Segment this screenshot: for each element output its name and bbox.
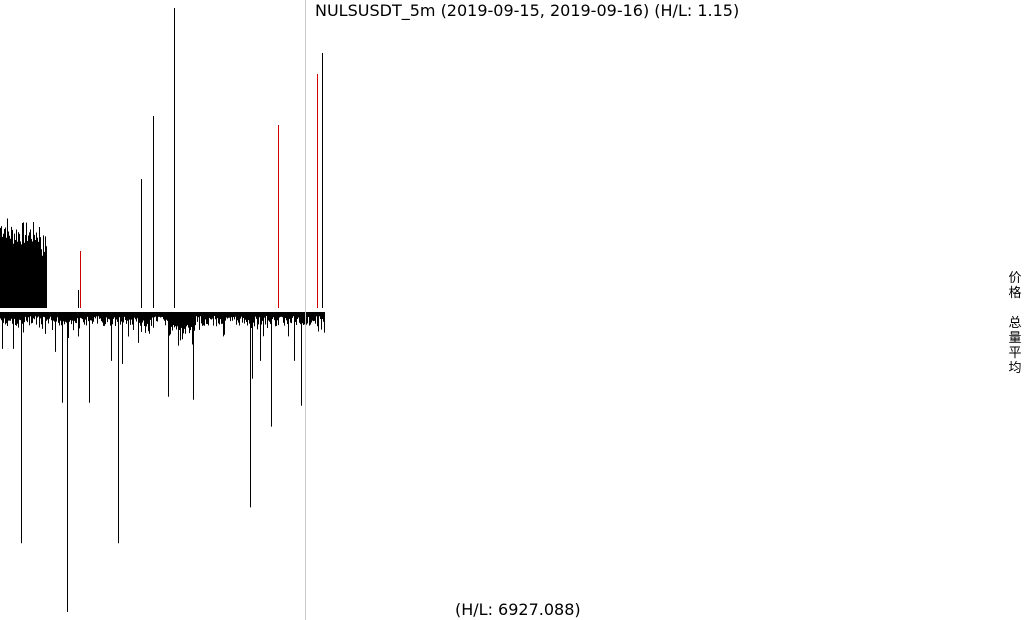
volume-hl-label: (H/L: 6927.088)	[455, 600, 581, 619]
volume-axis-label: 总量平均	[1008, 316, 1022, 376]
chart-title: NULSUSDT_5m (2019-09-15, 2019-09-16) (H/…	[315, 1, 740, 20]
price-panel	[0, 8, 323, 308]
volume-panel	[0, 312, 325, 612]
price-axis-label: 价格	[1008, 271, 1022, 301]
